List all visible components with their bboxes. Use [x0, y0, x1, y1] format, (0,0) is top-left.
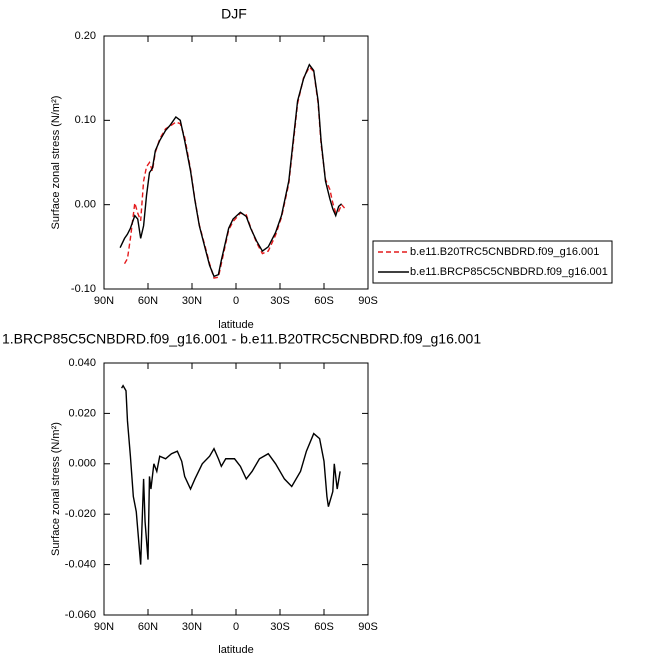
y-tick-label: 0.040 [68, 357, 96, 369]
y-axis-label: Surface zonal stress (N/m²) [50, 422, 62, 556]
x-tick-label: 30S [270, 621, 290, 633]
y-tick-label: -0.10 [71, 283, 96, 295]
y-tick-label: 0.10 [75, 114, 96, 126]
legend-box [372, 240, 613, 284]
y-tick-label: -0.060 [65, 609, 96, 621]
x-tick-label: 60S [314, 621, 334, 633]
chart-title: 1.BRCP85C5CNBDRD.f09_g16.001 - b.e11.B20… [2, 331, 481, 347]
x-tick-label: 30N [182, 621, 202, 633]
y-tick-label: 0.000 [68, 458, 96, 470]
x-tick-label: 0 [233, 295, 239, 307]
chart-title: DJF [221, 6, 247, 22]
legend-label: b.e11.BRCP85C5CNBDRD.f09_g16.001 [410, 266, 608, 278]
x-tick-label: 60N [138, 621, 158, 633]
y-axis-label: Surface zonal stress (N/m²) [50, 96, 62, 230]
x-tick-label: 0 [233, 621, 239, 633]
data-line [123, 66, 346, 279]
x-tick-label: 30S [270, 295, 290, 307]
y-tick-label: -0.020 [65, 508, 96, 520]
x-axis-label: latitude [218, 644, 253, 656]
x-tick-label: 30N [182, 295, 202, 307]
y-tick-label: 0.00 [75, 199, 96, 211]
legend-label: b.e11.B20TRC5CNBDRD.f09_g16.001 [410, 246, 599, 258]
plot-frame [103, 35, 369, 290]
x-tick-label: 90S [358, 621, 378, 633]
y-tick-label: 0.20 [75, 30, 96, 42]
y-tick-label: -0.040 [65, 559, 96, 571]
x-tick-label: 90N [94, 295, 114, 307]
x-tick-label: 60S [314, 295, 334, 307]
data-line [119, 63, 343, 278]
x-tick-label: 90S [358, 295, 378, 307]
x-tick-label: 60N [138, 295, 158, 307]
y-tick-label: 0.020 [68, 407, 96, 419]
x-tick-label: 90N [94, 621, 114, 633]
data-line [120, 384, 341, 565]
x-axis-label: latitude [218, 319, 253, 331]
